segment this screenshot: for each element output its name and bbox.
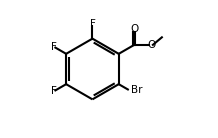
Text: F: F [90,19,95,29]
Text: F: F [51,86,56,96]
Text: O: O [130,24,138,34]
Text: F: F [51,42,56,52]
Text: Br: Br [131,85,143,95]
Text: O: O [147,40,156,50]
